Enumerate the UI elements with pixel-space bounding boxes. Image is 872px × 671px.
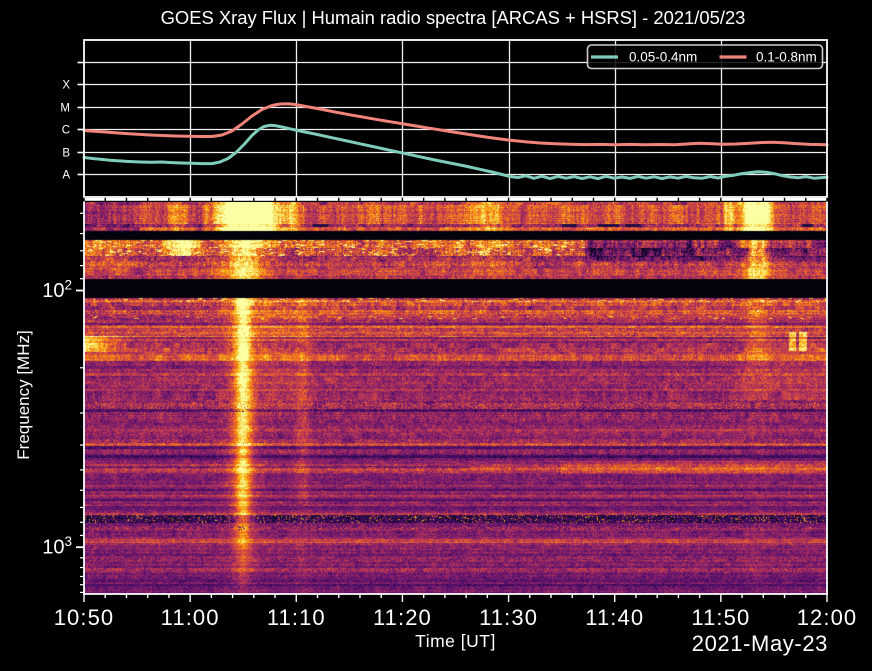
svg-text:11:50: 11:50 [691, 605, 750, 630]
svg-text:Time [UT]: Time [UT] [415, 631, 496, 651]
svg-text:12:00: 12:00 [797, 605, 858, 630]
svg-text:2021-May-23: 2021-May-23 [692, 631, 828, 656]
svg-text:11:40: 11:40 [585, 605, 644, 630]
svg-text:GOES Xray Flux | Humain radio: GOES Xray Flux | Humain radio spectra [A… [161, 7, 746, 28]
svg-text:X: X [62, 80, 70, 92]
svg-text:0.1-0.8nm: 0.1-0.8nm [756, 50, 817, 65]
svg-text:10:50: 10:50 [54, 605, 115, 630]
svg-text:0.05-0.4nm: 0.05-0.4nm [629, 50, 697, 65]
svg-text:11:10: 11:10 [267, 605, 326, 630]
svg-text:M: M [60, 103, 70, 115]
svg-text:103: 103 [42, 534, 72, 559]
svg-text:102: 102 [42, 278, 72, 303]
svg-text:11:20: 11:20 [373, 605, 432, 630]
svg-text:Frequency [MHz]: Frequency [MHz] [14, 330, 33, 459]
svg-text:11:30: 11:30 [479, 605, 538, 630]
svg-text:B: B [62, 148, 70, 160]
svg-text:A: A [62, 170, 70, 182]
svg-text:11:00: 11:00 [161, 605, 220, 630]
svg-text:C: C [62, 125, 70, 137]
